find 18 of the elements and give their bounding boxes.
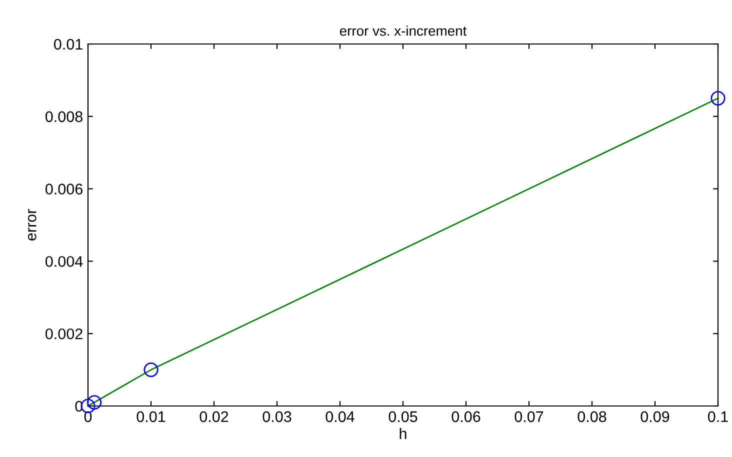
y-tick-label: 0.008 (46, 111, 82, 122)
x-tick-label: 0.02 (200, 411, 228, 422)
x-tick-label: 0.07 (514, 411, 544, 422)
x-tick-label: 0.04 (326, 411, 354, 422)
x-tick-label: 0.06 (452, 411, 480, 422)
x-tick-label: 0.09 (640, 411, 670, 422)
x-axis-title: h (400, 428, 406, 439)
y-tick-label: 0.006 (46, 184, 82, 194)
y-axis-title: error (28, 209, 36, 240)
x-tick-label: 0.03 (262, 411, 292, 422)
y-tick-label: 0.004 (46, 256, 83, 267)
y-tick-label: 0.002 (46, 328, 82, 340)
x-tick-label: 0.05 (388, 411, 418, 422)
chart-title: error vs. x-increment (340, 26, 467, 36)
x-tick-label: 0.1 (708, 411, 728, 422)
x-tick-label: 0.08 (578, 411, 606, 422)
x-tick-label: 0.01 (136, 411, 166, 422)
y-tick-label: 0.01 (54, 38, 82, 50)
